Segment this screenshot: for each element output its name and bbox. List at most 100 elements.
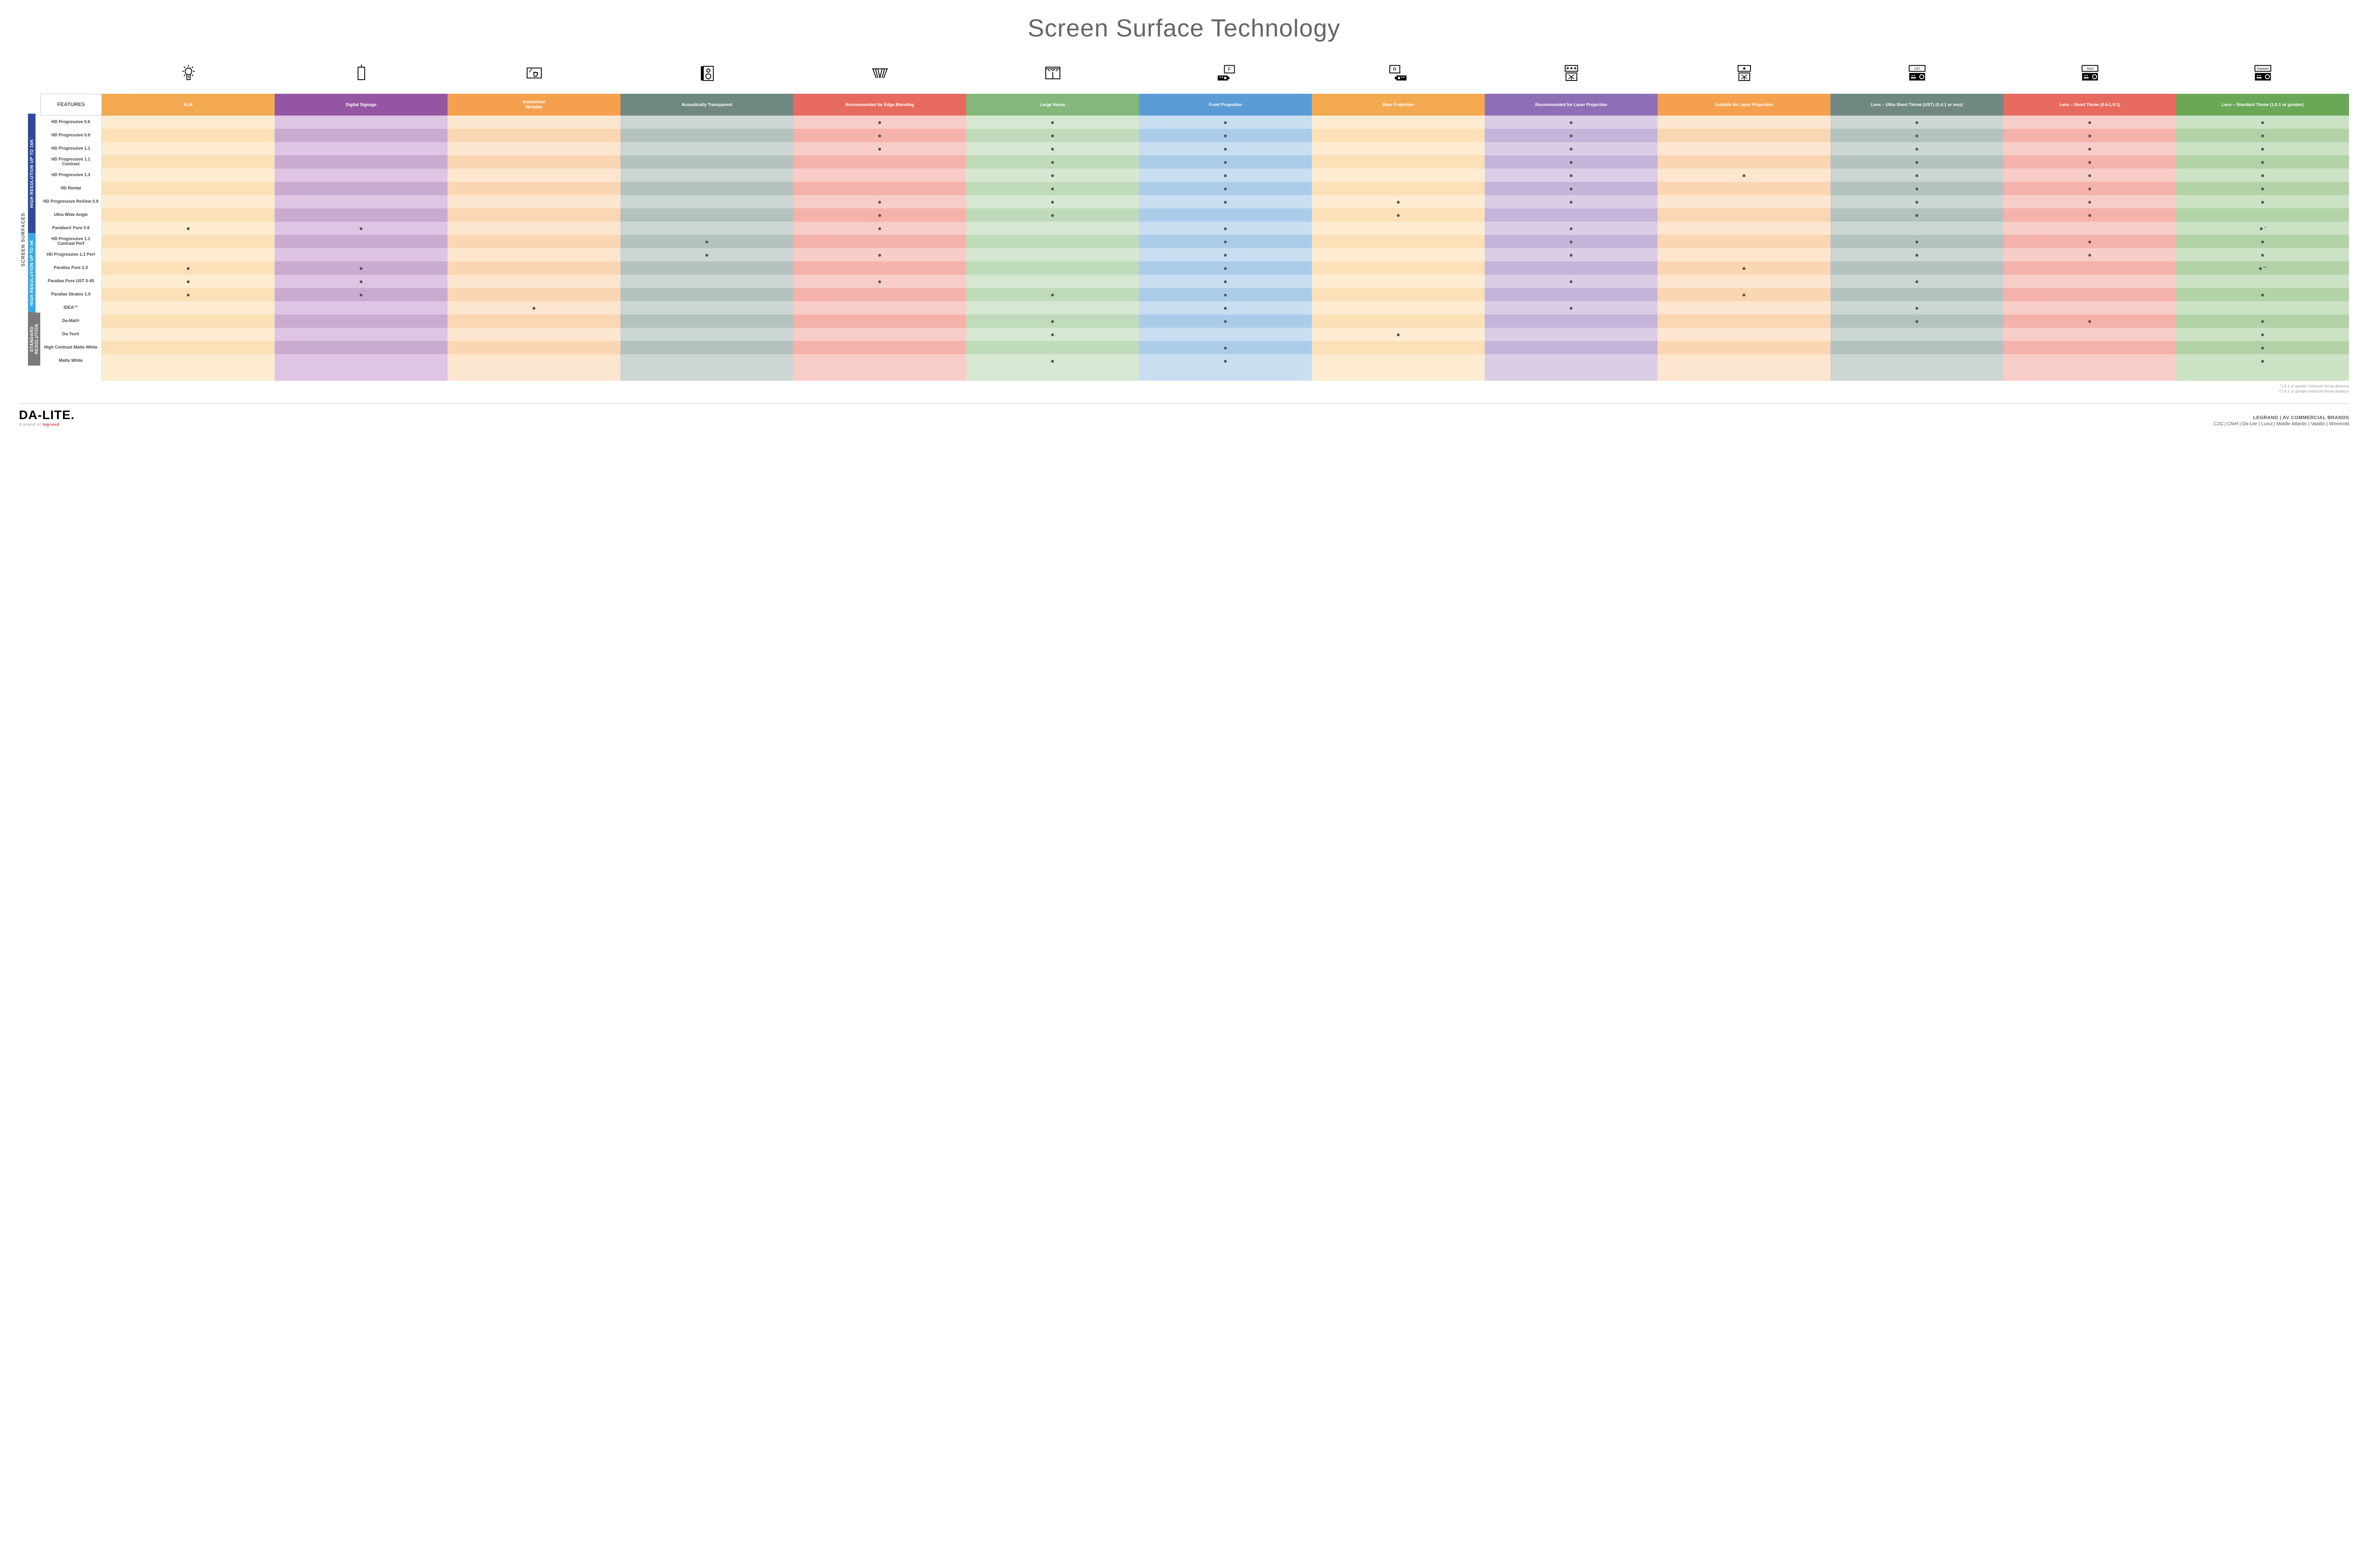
cell: ● (2003, 169, 2176, 182)
st-icon: Short (2003, 57, 2176, 90)
cell: ● (1485, 235, 1658, 248)
cell (1658, 248, 1830, 261)
cell: ● (1139, 195, 1312, 208)
table-row: HD Progressive ReView 0.9●●●●●●●● (40, 195, 2349, 208)
cell: ● (966, 328, 1139, 341)
logo-text: DA-LITE. (19, 408, 75, 422)
cell (620, 182, 793, 195)
row-label: HD Progressive 0.6 (40, 116, 102, 129)
cell: ● (102, 288, 275, 301)
cell: ● (1830, 235, 2003, 248)
cell (966, 275, 1139, 288)
cell (2176, 208, 2349, 222)
col-header-lv: Large Venue (966, 94, 1139, 116)
cell (1312, 155, 1485, 169)
cell (1139, 208, 1312, 222)
cell (102, 235, 275, 248)
side-column: SCREEN SURFACESHIGH RESOLUTION UP TO 16K… (19, 114, 40, 394)
spacer-row (40, 367, 2349, 381)
cell (620, 129, 793, 142)
cell: ● (1830, 169, 2003, 182)
col-header-alr: ALR (102, 94, 275, 116)
cell (448, 235, 620, 248)
cell: ● (2176, 169, 2349, 182)
cell: ● (2176, 328, 2349, 341)
cell: ● (2003, 195, 2176, 208)
row-label: Da-Mat® (40, 314, 102, 328)
cell: ● (1139, 155, 1312, 169)
cell (620, 155, 793, 169)
col-header-ust: Lens – Ultra Short Throw (UST) (0.4:1 or… (1830, 94, 2003, 116)
cell (275, 182, 448, 195)
table-row: IDEA™●●●● (40, 301, 2349, 314)
ust-icon: UST (1830, 57, 2003, 90)
cell: ● (2176, 314, 2349, 328)
cell: ● (2003, 248, 2176, 261)
cell (2176, 301, 2349, 314)
cell (1312, 354, 1485, 367)
cell: ● (2176, 354, 2349, 367)
category-label: STANDARD RESOLUTION (28, 313, 40, 366)
cell (275, 195, 448, 208)
cell (1312, 314, 1485, 328)
col-header-rp: Rear Projection (1312, 94, 1485, 116)
table: FR★★★★USTShortStandard FEATURESALRDigita… (40, 57, 2349, 394)
cell (1658, 341, 1830, 354)
col-header-int: Interactive/Writable (448, 94, 620, 116)
cell (793, 169, 966, 182)
cell: ● (2176, 195, 2349, 208)
cell (793, 155, 966, 169)
cell (102, 354, 275, 367)
cell: ● (2003, 208, 2176, 222)
cell (1485, 341, 1658, 354)
cell: ● (1139, 341, 1312, 354)
cell (1485, 314, 1658, 328)
cell (275, 235, 448, 248)
cell: ● (620, 248, 793, 261)
table-row: Da-Mat®●●●●● (40, 314, 2349, 328)
cell (1312, 129, 1485, 142)
table-row: Parallax Stratos 1.0●●●●●● (40, 288, 2349, 301)
cell: ● (2176, 341, 2349, 354)
row-label: Da-Tex® (40, 328, 102, 341)
table-wrap: SCREEN SURFACESHIGH RESOLUTION UP TO 16K… (19, 57, 2349, 394)
cell (1658, 208, 1830, 222)
cell: ● (1830, 142, 2003, 155)
cell (793, 354, 966, 367)
cell (620, 261, 793, 275)
cell: ● (1139, 235, 1312, 248)
outer-label: SCREEN SURFACES (19, 114, 28, 366)
cell (1312, 222, 1485, 235)
cell: ● (2003, 235, 2176, 248)
cell (620, 301, 793, 314)
footer: DA-LITE. A brand of legrand LEGRAND | AV… (19, 403, 2349, 427)
row-label: HD Progressive 1.3 (40, 169, 102, 182)
cell: ● (1139, 222, 1312, 235)
category-label: HIGH RESOLUTION UP TO 4K (28, 233, 36, 313)
cell (2003, 328, 2176, 341)
cell: ● (1658, 261, 1830, 275)
brands: LEGRAND | AV COMMERCIAL BRANDS C2G | Chi… (2214, 415, 2349, 427)
cell (275, 116, 448, 129)
cell: ● (1830, 275, 2003, 288)
row-label: Parallax® Pure 0.8 (40, 222, 102, 235)
row-label: HD Rental (40, 182, 102, 195)
cell (1658, 301, 1830, 314)
cell: ● (1139, 354, 1312, 367)
cell (620, 341, 793, 354)
cell: ● (1830, 195, 2003, 208)
cell: ● (102, 222, 275, 235)
cell (102, 248, 275, 261)
table-row: Parallax Pure UST 0.45●●●●●● (40, 275, 2349, 288)
cell (966, 341, 1139, 354)
cell (102, 328, 275, 341)
cell: ● (1485, 222, 1658, 235)
cell (793, 261, 966, 275)
cell (102, 116, 275, 129)
cell (102, 129, 275, 142)
cell: ●** (2176, 261, 2349, 275)
cell (275, 208, 448, 222)
row-label: HD Progressive 1.1 Contrast Perf (40, 235, 102, 248)
cell (966, 301, 1139, 314)
cell: ● (793, 275, 966, 288)
